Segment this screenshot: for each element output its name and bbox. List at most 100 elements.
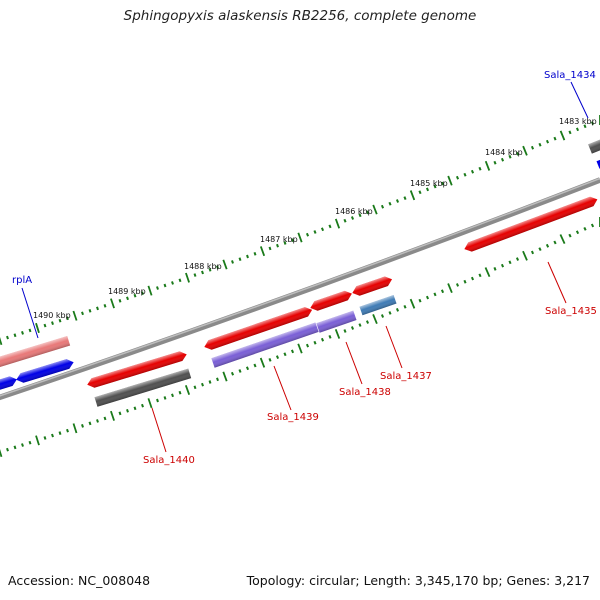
- minor-tick: [268, 246, 272, 251]
- connector-sala-1440: [151, 407, 167, 453]
- label-sala-1438[interactable]: Sala_1438: [339, 387, 391, 398]
- minor-tick: [126, 296, 129, 301]
- major-tick: [222, 259, 228, 270]
- minor-tick: [343, 329, 347, 333]
- label-sala-1437[interactable]: Sala_1437: [380, 371, 432, 382]
- major-tick: [334, 328, 341, 339]
- minor-tick: [276, 243, 279, 248]
- gene-blue-right[interactable]: [596, 157, 600, 169]
- connector-sala-1439: [273, 365, 292, 411]
- major-tick: [522, 250, 528, 261]
- minor-tick: [358, 323, 362, 327]
- minor-tick: [66, 428, 69, 433]
- minor-tick: [88, 308, 92, 313]
- backbone-highlight: [0, 177, 600, 397]
- minor-tick: [58, 318, 62, 323]
- minor-tick: [178, 278, 182, 283]
- major-tick: [35, 322, 40, 334]
- minor-tick: [418, 298, 422, 303]
- major-tick: [72, 423, 78, 434]
- minor-tick: [388, 311, 392, 315]
- gene-blue-left-2[interactable]: [15, 357, 75, 384]
- kbp-label: 1488 kbp: [184, 262, 222, 271]
- minor-tick: [283, 352, 287, 357]
- label-sala-1435[interactable]: Sala_1435: [545, 306, 597, 317]
- minor-tick: [515, 257, 520, 261]
- kbp-label: 1486 kbp: [335, 207, 373, 216]
- minor-tick: [478, 166, 482, 171]
- minor-tick: [118, 411, 122, 416]
- genome-backbone: [0, 177, 600, 401]
- minor-tick: [425, 295, 430, 300]
- minor-tick: [403, 196, 407, 200]
- label-sala-1440[interactable]: Sala_1440: [143, 455, 195, 466]
- topology-text: Topology: circular; Length: 3,345,170 bp…: [246, 573, 590, 588]
- minor-tick: [208, 380, 212, 384]
- minor-tick: [515, 151, 520, 156]
- label-rpla[interactable]: rplA: [12, 275, 32, 286]
- kbp-label: 1483 kbp: [559, 117, 597, 126]
- minor-tick: [530, 250, 535, 255]
- label-sala-1434[interactable]: Sala_1434: [544, 70, 596, 81]
- kbp-label: 1490 kbp: [33, 311, 71, 320]
- minor-tick: [380, 204, 385, 209]
- gene-sala-1435[interactable]: [463, 195, 600, 254]
- minor-tick: [545, 139, 550, 144]
- minor-tick: [291, 238, 294, 243]
- minor-tick: [51, 433, 54, 438]
- gene-sala-1440[interactable]: [94, 368, 192, 407]
- gene-sala-1439[interactable]: [211, 322, 319, 368]
- inner-tick-track: [0, 217, 600, 458]
- major-tick: [259, 357, 266, 368]
- gene-sala-1434[interactable]: [588, 136, 600, 154]
- minor-tick: [508, 154, 512, 159]
- minor-tick: [156, 398, 159, 403]
- minor-tick: [58, 431, 62, 436]
- gene-rpla[interactable]: [0, 335, 71, 368]
- minor-tick: [193, 385, 197, 390]
- minor-tick: [43, 323, 47, 328]
- minor-tick: [328, 335, 332, 339]
- minor-tick: [141, 291, 144, 296]
- kbp-label: 1485 kbp: [410, 179, 448, 188]
- label-sala-1439[interactable]: Sala_1439: [267, 412, 319, 423]
- minor-tick: [208, 267, 212, 272]
- major-tick: [372, 204, 378, 215]
- minor-tick: [500, 157, 505, 162]
- kbp-label: 1489 kbp: [108, 287, 146, 296]
- connector-sala-1438: [345, 341, 363, 385]
- minor-tick: [88, 421, 92, 426]
- major-tick: [484, 267, 491, 278]
- gene-blue-left-1[interactable]: [0, 375, 18, 392]
- minor-tick: [66, 316, 69, 321]
- major-tick: [147, 285, 153, 296]
- minor-tick: [455, 283, 460, 287]
- major-tick: [522, 145, 528, 156]
- gene-red-1438[interactable]: [309, 289, 354, 313]
- major-tick: [184, 384, 191, 396]
- minor-tick: [358, 213, 362, 218]
- major-tick: [147, 398, 153, 409]
- gene-red-1437[interactable]: [351, 275, 394, 298]
- kbp-label: 1484 kbp: [485, 148, 523, 157]
- minor-tick: [313, 230, 317, 234]
- minor-tick: [583, 124, 587, 129]
- minor-tick: [28, 440, 32, 445]
- minor-tick: [96, 419, 99, 423]
- minor-tick: [530, 145, 535, 150]
- minor-tick: [103, 303, 107, 308]
- gene-red-1440[interactable]: [86, 350, 188, 390]
- minor-tick: [380, 314, 385, 318]
- gene-sala-1438[interactable]: [316, 310, 357, 333]
- gene-red-1439[interactable]: [203, 305, 314, 352]
- minor-tick: [455, 175, 460, 180]
- minor-tick: [96, 306, 99, 311]
- minor-tick: [156, 286, 159, 290]
- minor-tick: [133, 406, 137, 411]
- connector-rpla: [21, 287, 39, 339]
- gene-sala-1437[interactable]: [359, 295, 397, 316]
- minor-tick: [21, 330, 24, 335]
- accession-text: Accession: NC_008048: [8, 573, 151, 588]
- minor-tick: [463, 172, 467, 177]
- minor-tick: [230, 371, 235, 376]
